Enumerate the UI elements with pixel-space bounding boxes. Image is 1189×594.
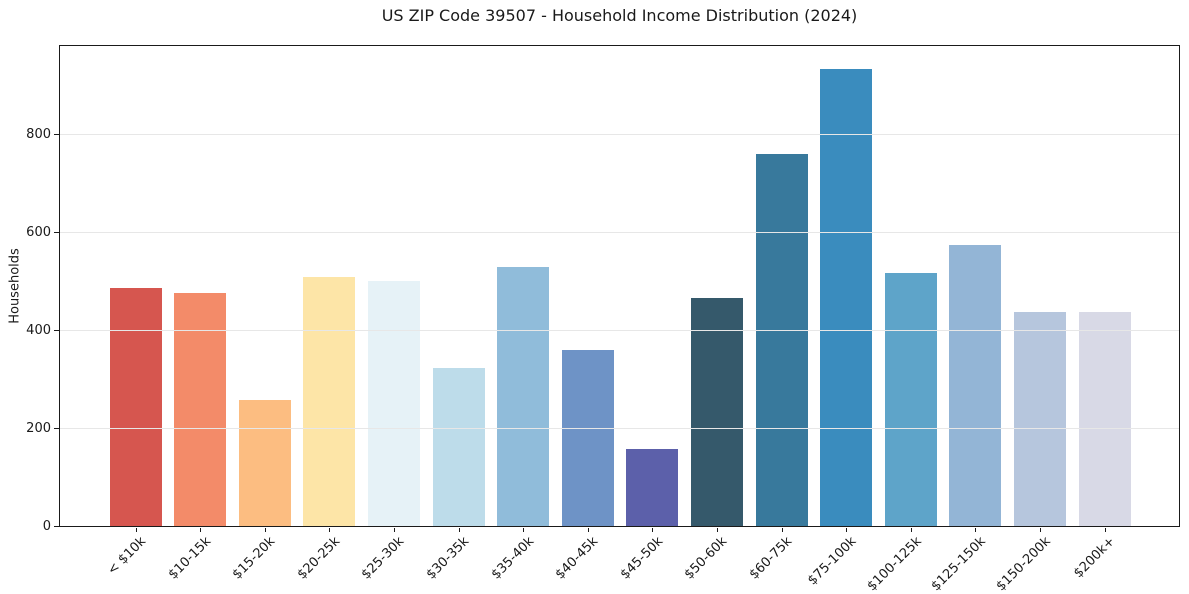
gridline-200 — [60, 428, 1179, 429]
x-tick-label-text: $60-75k — [746, 534, 796, 583]
x-tick-mark — [975, 528, 976, 532]
x-tick-label-text: $35-40k — [488, 534, 537, 583]
y-axis-label: Households — [7, 248, 23, 324]
x-tick-mark — [846, 528, 847, 532]
x-tick-mark — [329, 528, 330, 532]
bar-12 — [820, 68, 873, 526]
y-tick-mark — [54, 232, 59, 233]
x-tick-label-text: $50-60k — [682, 534, 731, 583]
x-tick-mark — [265, 528, 266, 532]
x-tick-mark — [394, 528, 395, 532]
y-tick-mark — [54, 526, 59, 527]
x-tick-label-text: $75-100k — [805, 534, 860, 589]
x-tick-label-text: $25-30k — [359, 534, 408, 583]
x-tick-mark — [911, 528, 912, 532]
x-tick-label-text: $150-200k — [993, 534, 1054, 594]
bar-11 — [755, 153, 808, 526]
gridline-800 — [60, 134, 1179, 136]
x-tick-mark — [200, 528, 201, 532]
x-tick-label-text: $15-20k — [229, 534, 279, 583]
y-tick-label: 0 — [42, 519, 51, 534]
bar-7 — [497, 267, 550, 526]
x-tick-mark — [523, 528, 524, 532]
x-tick-mark — [782, 528, 783, 532]
x-tick-mark — [459, 528, 460, 532]
x-tick-mark — [136, 528, 137, 532]
x-tick-mark — [1040, 528, 1041, 532]
bar-6 — [432, 368, 485, 526]
y-tick-mark — [54, 428, 59, 429]
bar-9 — [626, 448, 679, 526]
bar-1 — [109, 287, 162, 526]
x-tick-label-text: $200k+ — [1071, 534, 1119, 582]
y-tick-label: 600 — [26, 225, 51, 240]
y-tick-label: 400 — [26, 323, 51, 338]
bar-16 — [1078, 311, 1131, 526]
plot-area — [59, 45, 1180, 527]
bar-14 — [949, 245, 1002, 526]
x-tick-label-text: $20-25k — [294, 534, 343, 583]
x-tick-mark — [1105, 528, 1106, 532]
x-tick-mark — [652, 528, 653, 532]
bar-3 — [238, 399, 291, 526]
gridline-600 — [60, 232, 1179, 234]
x-tick-label-text: $100-125k — [864, 534, 925, 594]
x-tick-label-text: < $10k — [105, 534, 150, 579]
x-tick-label-text: $30-35k — [423, 534, 473, 583]
x-tick-label-text: $45-50k — [617, 534, 666, 583]
y-tick-mark — [54, 134, 59, 135]
bar-2 — [174, 293, 227, 526]
y-tick-label: 200 — [26, 421, 51, 436]
gridline-400 — [60, 330, 1179, 332]
x-tick-mark — [717, 528, 718, 532]
x-tick-label-text: $125-150k — [928, 534, 989, 594]
x-tick-label-text: $40-45k — [552, 534, 602, 583]
bar-5 — [367, 281, 420, 526]
bar-15 — [1013, 312, 1066, 526]
x-tick-mark — [588, 528, 589, 532]
x-tick-label-text: $10-15k — [165, 534, 214, 583]
bar-13 — [884, 273, 937, 526]
chart-title: US ZIP Code 39507 - Household Income Dis… — [381, 6, 858, 25]
bar-8 — [561, 350, 614, 526]
y-tick-mark — [54, 330, 59, 331]
bar-4 — [303, 276, 356, 526]
bar-10 — [690, 298, 743, 526]
y-tick-label: 800 — [26, 127, 51, 142]
